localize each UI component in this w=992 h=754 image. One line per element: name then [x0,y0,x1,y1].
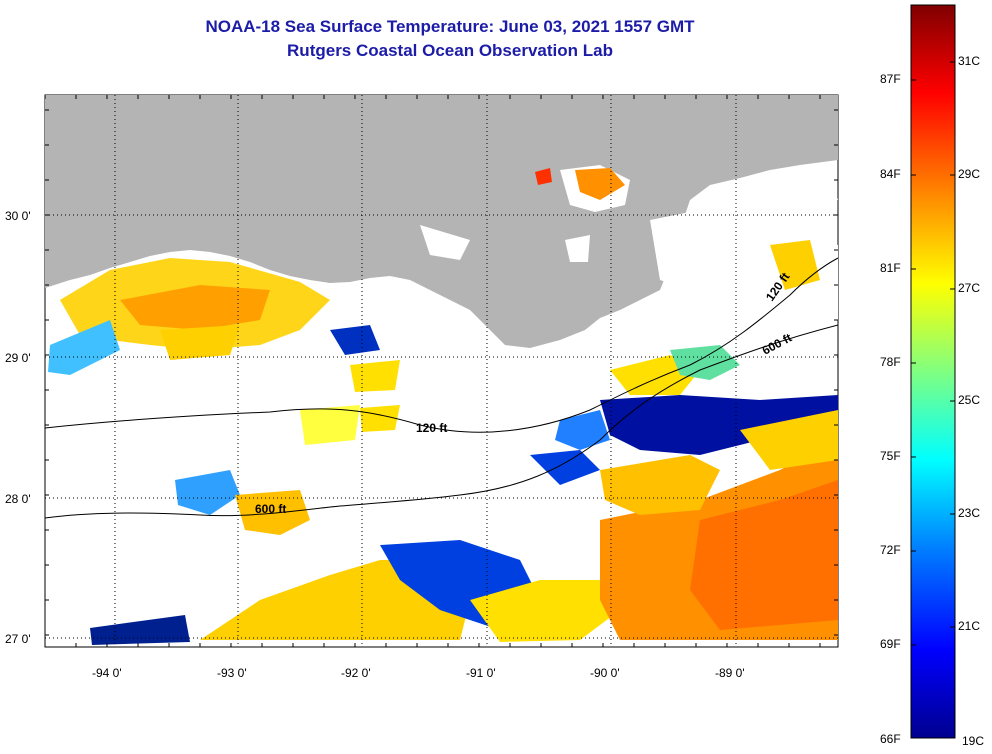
cb-f-72: 72F [880,543,901,557]
cb-c-23: 23C [958,506,981,520]
isobath-label-600-west: 600 ft [255,502,286,516]
lat-label-27: 27 0' [5,632,31,646]
land-mass [45,95,838,348]
lat-label-29: 29 0' [5,351,31,365]
lon-label-93: -93 0' [217,666,247,680]
cb-c-27: 27C [958,281,981,295]
isobath-120ft [45,257,838,433]
map-subtitle: Rutgers Coastal Ocean Observation Lab [287,41,613,60]
colorbar-ticks [911,61,955,646]
lon-label-91: -91 0' [466,666,496,680]
lon-label-90: -90 0' [590,666,620,680]
cb-f-66: 66F [880,732,901,746]
map-title: NOAA-18 Sea Surface Temperature: June 03… [205,17,695,36]
isobath-600ft [45,324,838,519]
cb-f-78: 78F [880,355,901,369]
axis-ticks [44,95,838,647]
lat-label-28: 28 0' [5,492,31,506]
lon-label-92: -92 0' [341,666,371,680]
cb-c-19: 19C [962,734,985,748]
cb-c-31: 31C [958,54,981,68]
cb-f-81: 81F [880,261,901,275]
cb-f-87: 87F [880,72,901,86]
colorbar [910,4,956,739]
cb-f-75: 75F [880,449,901,463]
sst-patches [48,168,838,645]
cb-c-21: 21C [958,619,981,633]
cb-c-29: 29C [958,167,981,181]
cb-c-25: 25C [958,393,981,407]
lon-label-94: -94 0' [92,666,122,680]
cb-f-84: 84F [880,167,901,181]
cb-f-69: 69F [880,637,901,651]
isobath-lines [45,257,838,519]
isobath-label-120-west: 120 ft [416,421,447,435]
graticule [45,95,838,647]
lon-label-89: -89 0' [715,666,745,680]
lat-label-30: 30 0' [5,209,31,223]
